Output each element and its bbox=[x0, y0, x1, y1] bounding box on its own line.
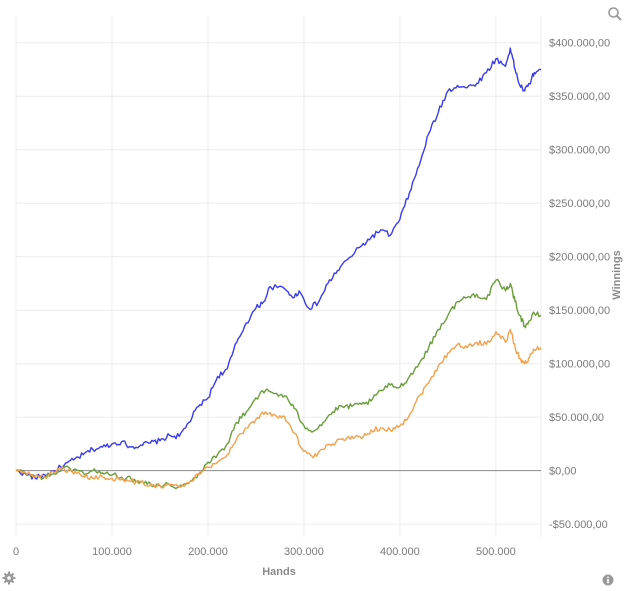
y-axis-title: Winnings bbox=[611, 250, 623, 299]
x-tick-label: 200.000 bbox=[188, 546, 228, 558]
zoom-icon[interactable] bbox=[607, 6, 623, 22]
y-axis-ticks: -$50.000,00 $0,00 $50.000,00 $100.000,00 $15… bbox=[549, 38, 610, 531]
x-axis-title: Hands bbox=[262, 566, 296, 578]
x-tick-label: 500.000 bbox=[476, 546, 516, 558]
x-tick-label: 100.000 bbox=[92, 546, 132, 558]
x-tick-label: 300.000 bbox=[284, 546, 324, 558]
series-line-3 bbox=[15, 328, 542, 489]
series-line-2 bbox=[15, 278, 542, 490]
y-tick-label: $0,00 bbox=[549, 466, 577, 478]
gear-icon[interactable] bbox=[2, 571, 16, 585]
y-tick-label: $50.000,00 bbox=[549, 412, 604, 424]
y-tick-label: $250.000,00 bbox=[549, 198, 610, 210]
info-icon[interactable] bbox=[602, 573, 614, 586]
y-tick-label: $300.000,00 bbox=[549, 145, 610, 157]
y-tick-label: -$50.000,00 bbox=[549, 519, 608, 531]
y-tick-label: $100.000,00 bbox=[549, 359, 610, 371]
y-tick-label: $200.000,00 bbox=[549, 252, 610, 264]
x-tick-label: 0 bbox=[13, 546, 19, 558]
y-tick-label: $350.000,00 bbox=[549, 91, 610, 103]
series-line-1 bbox=[15, 47, 542, 480]
x-tick-label: 400.000 bbox=[380, 546, 420, 558]
y-tick-label: $150.000,00 bbox=[549, 305, 610, 317]
x-axis-ticks: 0 100.000 200.000 300.000 400.000 500.000 bbox=[13, 546, 516, 558]
grid bbox=[15, 16, 542, 537]
series-lines bbox=[15, 47, 542, 490]
y-tick-label: $400.000,00 bbox=[549, 38, 610, 50]
